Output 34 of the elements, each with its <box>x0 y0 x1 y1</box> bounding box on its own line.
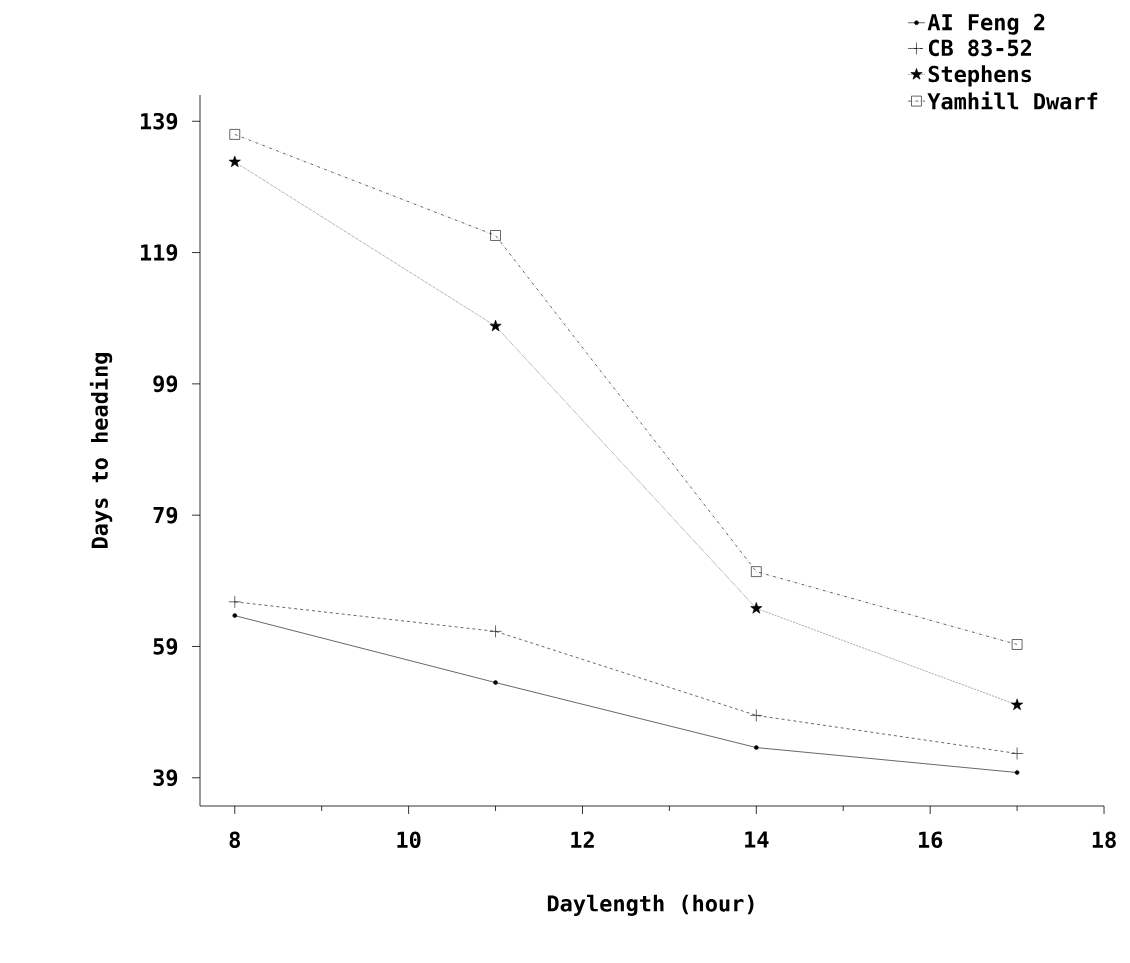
legend-label: Yamhill Dwarf <box>927 91 1098 110</box>
point <box>1011 639 1023 650</box>
point <box>489 319 502 332</box>
point <box>493 680 498 685</box>
point <box>1010 747 1024 760</box>
point <box>1014 770 1020 775</box>
point <box>751 566 762 577</box>
y-tick-label: 119 <box>140 244 178 261</box>
x-tick-label: 18 <box>1092 831 1116 849</box>
point <box>490 230 501 241</box>
x-tick-label: 10 <box>397 831 421 849</box>
point <box>232 613 238 618</box>
point <box>229 129 241 140</box>
y-tick-label: 79 <box>153 506 178 524</box>
point <box>754 745 759 750</box>
x-axis-title: Daylength (hour) <box>547 894 754 916</box>
x-tick-label: 16 <box>918 831 943 849</box>
point <box>228 155 241 168</box>
x-tick-label: 12 <box>571 831 594 848</box>
point <box>228 595 242 609</box>
y-tick-label: 99 <box>153 375 178 393</box>
x-tick-label: 14 <box>745 831 769 848</box>
point <box>1011 698 1024 711</box>
y-tick-label: 39 <box>153 769 178 787</box>
legend-label: Stephens <box>928 65 1032 87</box>
y-tick-label: 59 <box>153 638 178 655</box>
legend-label: AI Feng 2 <box>927 13 1045 35</box>
point <box>750 602 763 614</box>
point <box>489 625 502 638</box>
y-axis-title: Days to heading <box>89 353 113 548</box>
y-tick-label: 139 <box>140 112 178 130</box>
x-tick-label: 8 <box>229 831 240 849</box>
point <box>750 709 763 722</box>
legend-label: CB 83-52 <box>928 39 1032 57</box>
